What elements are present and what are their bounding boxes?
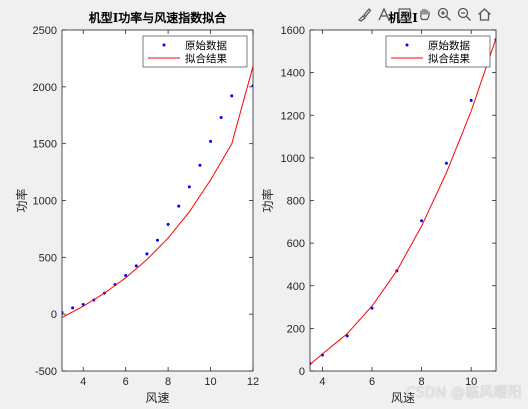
legend-label: 原始数据 [185, 39, 227, 52]
x-axis-label: 风速 [391, 391, 415, 405]
y-tick-label: 200 [287, 323, 305, 335]
y-tick-label: 400 [287, 281, 305, 293]
data-point [71, 306, 75, 310]
x-tick-label: 8 [419, 376, 425, 388]
y-tick-label: 1600 [281, 25, 305, 37]
y-tick-label: 0 [51, 309, 57, 321]
zoom-out-icon[interactable] [456, 6, 473, 23]
y-axis-label: 功率 [14, 188, 29, 212]
data-point [177, 204, 181, 208]
fit-line [310, 38, 496, 365]
axes-frame [61, 29, 254, 372]
x-tick-label: 6 [369, 376, 375, 388]
legend-marker-swatch [162, 43, 166, 47]
x-tick-label: 10 [204, 376, 216, 388]
brush-icon[interactable] [356, 6, 373, 23]
data-point [444, 161, 448, 165]
y-tick-label: 1000 [281, 153, 305, 165]
y-tick-label: 1500 [33, 139, 57, 151]
x-tick-label: 8 [165, 376, 171, 388]
plot-area [310, 30, 496, 371]
axes-toolbar [356, 6, 493, 23]
series-group [310, 38, 496, 366]
data-point [230, 94, 234, 98]
legend-label: 拟合结果 [185, 52, 227, 65]
home-icon[interactable] [476, 6, 493, 23]
y-tick-label: 2500 [33, 25, 57, 37]
legend-marker-swatch [405, 43, 409, 47]
chart-title: 机型I功率与风速指数拟合 [89, 10, 228, 25]
y-tick-label: 500 [39, 252, 57, 264]
legend-label: 原始数据 [428, 39, 470, 52]
data-point [420, 219, 424, 223]
fit-line [62, 66, 253, 319]
x-tick-label: 4 [80, 376, 86, 388]
legend-box [142, 35, 248, 68]
y-tick-label: -500 [35, 366, 57, 378]
chart-1: -500 0 500 1000 1500 2000 2500 4 6 8 10 12 机型I功率与风速指… [14, 10, 259, 405]
data-point [124, 274, 128, 278]
plot-area [62, 30, 253, 371]
axes-frame [309, 29, 497, 372]
y-tick-label: 1000 [33, 196, 57, 208]
data-point [156, 238, 159, 242]
data-point [187, 185, 191, 189]
y-axis-label: 功率 [260, 188, 275, 212]
zoom-in-icon[interactable] [436, 6, 453, 23]
x-tick-label: 12 [247, 376, 259, 388]
data-point [209, 139, 213, 143]
data-point [145, 252, 149, 256]
legend-label: 拟合结果 [428, 52, 470, 65]
y-tick-label: 2000 [33, 82, 57, 94]
pan-icon[interactable] [416, 6, 433, 23]
data-tip-icon[interactable] [376, 6, 393, 23]
watermark: CSDN @临风暖阳 [405, 385, 522, 401]
data-point [166, 222, 170, 226]
x-tick-label: 10 [465, 376, 477, 388]
x-tick-label: 4 [319, 376, 325, 388]
series-group [62, 66, 253, 319]
legend-box [385, 35, 491, 68]
y-tick-label: 1400 [281, 68, 305, 80]
y-tick-label: 600 [287, 238, 305, 250]
data-point [219, 116, 223, 120]
y-tick-label: 0 [299, 366, 305, 378]
data-point [134, 264, 138, 268]
y-tick-label: 1200 [281, 110, 305, 122]
y-tick-label: 800 [287, 196, 305, 208]
data-point [198, 163, 202, 167]
data-point [469, 98, 473, 102]
legend-insert-icon[interactable] [396, 6, 413, 23]
x-axis-label: 风速 [145, 391, 169, 405]
x-tick-label: 6 [123, 376, 129, 388]
data-point [345, 334, 349, 338]
